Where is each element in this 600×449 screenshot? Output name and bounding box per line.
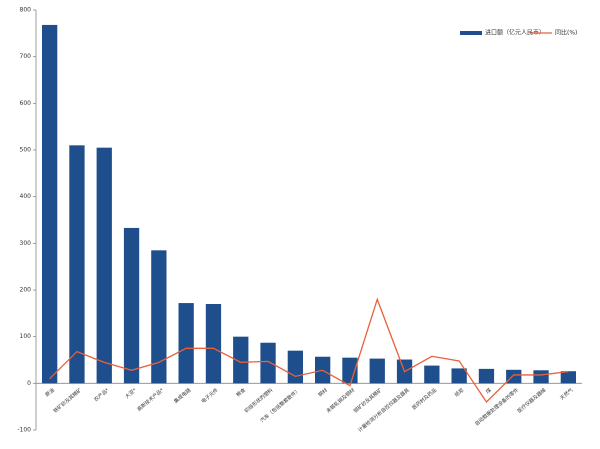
x-tick-label: 大豆* <box>124 386 138 400</box>
y-tick-label: -100 <box>17 427 31 434</box>
x-tick-label: 农产品* <box>93 386 111 403</box>
y-tick-label: 600 <box>20 100 32 107</box>
y-tick-label: 500 <box>20 147 32 154</box>
legend-label: 同比(%) <box>555 29 577 37</box>
bar <box>424 365 440 384</box>
bar <box>205 304 222 384</box>
x-tick-label: 医药材及药品 <box>411 387 438 412</box>
x-tick-label: 煤 <box>484 387 492 396</box>
y-tick-label: 800 <box>20 7 32 14</box>
x-tick-label: 电子元件 <box>200 387 220 405</box>
bar <box>506 369 522 384</box>
x-tick-label: 铁矿砂及其精矿 <box>52 387 83 415</box>
bar <box>123 227 140 384</box>
x-tick-label: 纸浆 <box>453 387 465 399</box>
bar <box>478 368 495 384</box>
bar <box>342 357 358 384</box>
bar <box>560 371 576 384</box>
bar <box>96 147 112 384</box>
bar <box>533 370 549 384</box>
legend-label: 进口额（亿元人民币） <box>485 29 545 37</box>
bar <box>233 336 249 384</box>
bar <box>369 358 385 384</box>
x-tick-label: 粮食 <box>235 387 247 399</box>
x-tick-label: 高新技术产品* <box>136 386 166 413</box>
legend-swatch <box>460 31 482 35</box>
bar <box>287 350 303 384</box>
bar <box>151 250 167 384</box>
bar <box>42 24 58 384</box>
x-tick-label: 原油 <box>44 387 56 399</box>
x-tick-label: 医疗仪器及器械 <box>516 387 547 415</box>
x-tick-label: 集成电路 <box>173 387 193 405</box>
y-tick-label: 400 <box>20 193 32 200</box>
x-tick-label: 未锻轧铜及铜材 <box>325 387 356 415</box>
x-tick-label: 钢材 <box>317 387 329 399</box>
y-tick-label: 200 <box>20 287 32 294</box>
bar <box>69 145 85 384</box>
bar <box>260 342 276 384</box>
x-tick-label: 计量检测分析自控仪器及器具 <box>356 387 410 434</box>
bar <box>178 303 194 384</box>
y-tick-label: 0 <box>27 380 31 387</box>
line <box>49 297 569 404</box>
y-tick-label: 300 <box>20 240 32 247</box>
y-tick-label: 100 <box>20 333 32 340</box>
y-tick-label: 700 <box>20 53 32 60</box>
bar <box>451 368 467 384</box>
x-tick-label: 天然气 <box>559 387 575 402</box>
